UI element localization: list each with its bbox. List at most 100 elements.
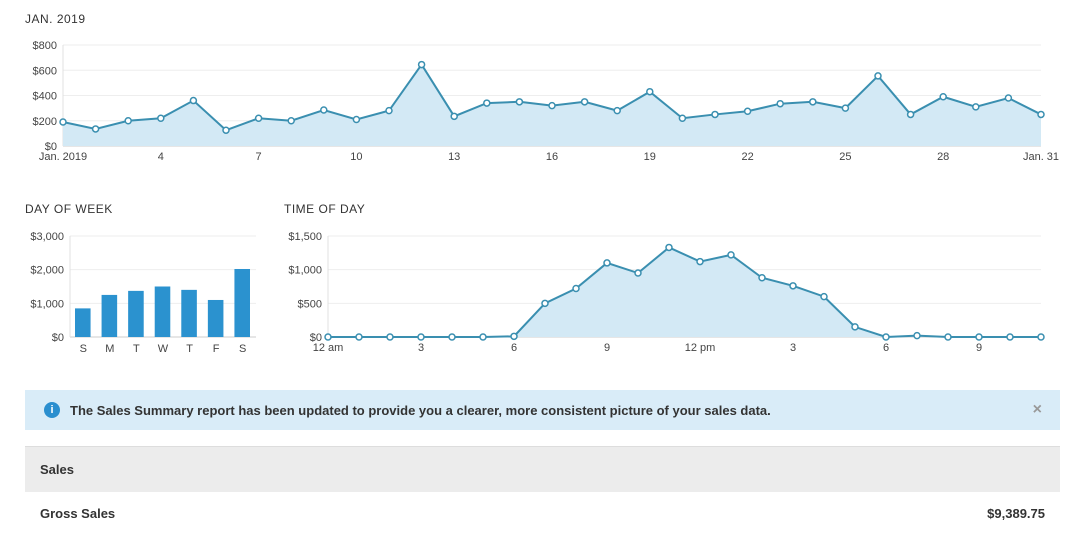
y-tick-label: $0 bbox=[45, 141, 57, 153]
x-tick-label: M bbox=[105, 343, 114, 355]
y-tick-label: $400 bbox=[33, 91, 57, 103]
data-point bbox=[1037, 333, 1045, 341]
y-tick-label: $500 bbox=[298, 298, 322, 310]
data-point bbox=[972, 103, 980, 111]
x-tick-label: 28 bbox=[937, 151, 949, 163]
charts-canvas: $0 $200 $400 $600 $800 Jan. 2019 4 7 10 13 16 19 22 2… bbox=[30, 40, 1059, 355]
data-point bbox=[1006, 333, 1014, 341]
x-tick-label: 16 bbox=[546, 151, 558, 163]
data-point bbox=[696, 257, 704, 266]
y-tick-label: $3,000 bbox=[30, 231, 64, 243]
data-point bbox=[634, 269, 642, 277]
data-point bbox=[580, 98, 589, 106]
bar bbox=[75, 308, 91, 337]
data-point bbox=[287, 117, 295, 125]
data-point bbox=[355, 333, 363, 341]
gross-sales-value: $9,389.75 bbox=[987, 506, 1045, 521]
data-point bbox=[448, 333, 456, 341]
data-point bbox=[254, 114, 263, 122]
data-point bbox=[809, 98, 817, 106]
bar bbox=[101, 294, 118, 337]
area-fill bbox=[63, 64, 1041, 146]
x-tick-label: 4 bbox=[158, 151, 164, 163]
sales-header-label: Sales bbox=[40, 462, 74, 477]
data-point bbox=[913, 331, 921, 340]
table-row: Gross Sales $9,389.75 bbox=[25, 491, 1060, 536]
data-point bbox=[324, 333, 332, 341]
data-point bbox=[906, 110, 915, 119]
y-tick-label: $1,000 bbox=[30, 298, 64, 310]
x-tick-label: 12 pm bbox=[685, 342, 716, 354]
bar bbox=[128, 290, 144, 337]
data-point bbox=[820, 292, 828, 301]
x-tick-label: 19 bbox=[644, 151, 656, 163]
data-point bbox=[603, 259, 611, 267]
data-point bbox=[222, 126, 230, 134]
info-icon: i bbox=[44, 402, 60, 418]
data-point bbox=[417, 60, 426, 69]
data-point bbox=[939, 93, 947, 101]
x-tick-label: S bbox=[239, 343, 246, 355]
data-point bbox=[386, 333, 394, 341]
area-fill bbox=[328, 247, 1041, 337]
x-tick-label: T bbox=[186, 343, 193, 355]
data-point bbox=[678, 114, 687, 122]
data-point bbox=[841, 104, 850, 112]
x-tick-label: 22 bbox=[741, 151, 753, 163]
data-point bbox=[758, 273, 766, 282]
data-point bbox=[944, 333, 952, 341]
x-tick-label: Jan. 31 bbox=[1023, 151, 1059, 163]
data-point bbox=[711, 110, 719, 119]
bar bbox=[207, 299, 224, 337]
day-of-week-title: DAY OF WEEK bbox=[25, 202, 113, 216]
data-point bbox=[515, 98, 524, 106]
data-point bbox=[665, 243, 673, 252]
y-tick-label: $1,500 bbox=[288, 231, 322, 243]
data-point bbox=[510, 332, 518, 341]
x-tick-label: W bbox=[158, 343, 169, 355]
y-tick-label: $0 bbox=[310, 332, 322, 344]
sales-header: Sales bbox=[25, 446, 1060, 492]
data-point bbox=[450, 112, 458, 121]
x-tick-label: F bbox=[213, 343, 220, 355]
data-point bbox=[124, 117, 132, 125]
bar bbox=[181, 289, 197, 337]
y-tick-label: $600 bbox=[33, 65, 57, 77]
x-tick-label: 3 bbox=[790, 342, 796, 354]
data-point bbox=[483, 99, 491, 107]
data-point bbox=[157, 114, 165, 122]
x-tick-label: 6 bbox=[883, 342, 889, 354]
data-point bbox=[727, 251, 735, 259]
data-point bbox=[851, 323, 859, 331]
data-point bbox=[417, 333, 425, 341]
gross-sales-label: Gross Sales bbox=[40, 506, 116, 521]
bar bbox=[234, 268, 250, 337]
info-banner: i The Sales Summary report has been upda… bbox=[25, 390, 1060, 430]
data-point bbox=[548, 101, 556, 110]
x-tick-label: 12 am bbox=[313, 342, 344, 354]
x-tick-label: Jan. 2019 bbox=[39, 151, 87, 163]
bar bbox=[154, 286, 171, 337]
data-point bbox=[91, 125, 100, 133]
close-icon[interactable]: × bbox=[1032, 401, 1042, 418]
data-point bbox=[882, 333, 890, 341]
x-tick-label: S bbox=[80, 343, 87, 355]
y-tick-label: $1,000 bbox=[288, 265, 322, 277]
data-point bbox=[874, 72, 882, 80]
x-tick-label: 10 bbox=[350, 151, 362, 163]
data-point bbox=[613, 106, 621, 115]
series-line bbox=[328, 246, 1041, 339]
data-point bbox=[352, 115, 361, 124]
x-tick-label: 13 bbox=[448, 151, 460, 163]
x-tick-label: 9 bbox=[604, 342, 610, 354]
x-tick-label: 3 bbox=[418, 342, 424, 354]
data-point bbox=[646, 87, 654, 96]
data-point bbox=[789, 282, 797, 290]
data-point bbox=[320, 106, 328, 114]
x-tick-label: 9 bbox=[976, 342, 982, 354]
data-point bbox=[385, 106, 393, 115]
y-tick-label: $2,000 bbox=[30, 265, 64, 277]
y-tick-label: $0 bbox=[52, 332, 64, 344]
data-point bbox=[1004, 94, 1013, 102]
data-point bbox=[743, 107, 752, 116]
